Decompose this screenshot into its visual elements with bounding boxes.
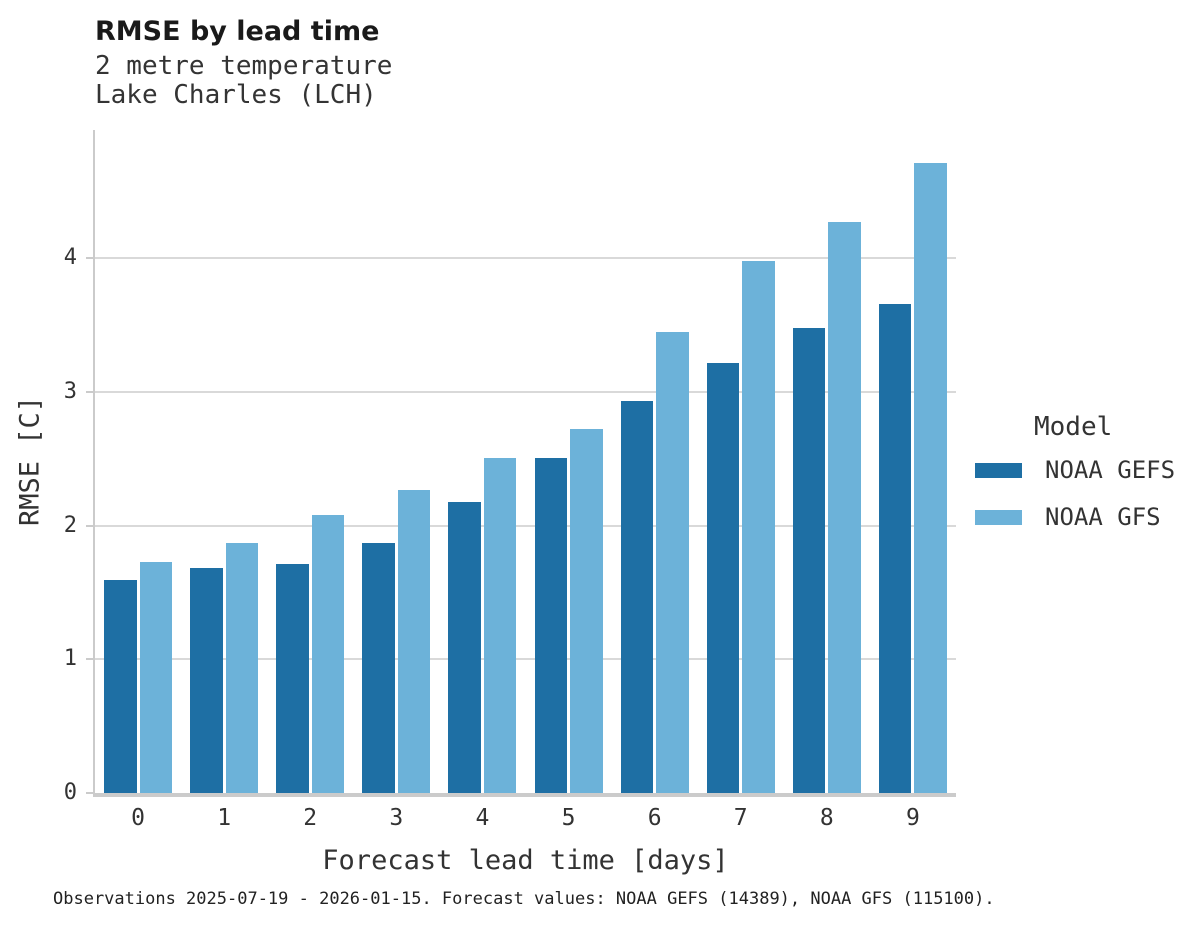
legend-item-noaa-gefs: NOAA GEFS (975, 456, 1185, 484)
legend-item-noaa-gfs: NOAA GFS (975, 503, 1185, 531)
bar-noaa-gfs-lead-3 (397, 489, 431, 793)
gridline-y-2 (95, 524, 956, 527)
legend-swatch (975, 509, 1022, 525)
legend-title: Model (1034, 412, 1113, 442)
y-axis-spine (93, 130, 95, 793)
bar-noaa-gefs-lead-4 (448, 501, 481, 793)
y-tick-label: 1 (63, 646, 77, 672)
bar-noaa-gfs-lead-6 (656, 331, 689, 793)
bar-noaa-gefs-lead-7 (706, 362, 740, 793)
x-tick-label: 6 (647, 805, 662, 831)
bar-noaa-gefs-lead-9 (878, 303, 912, 793)
bar-noaa-gfs-lead-9 (914, 163, 947, 793)
x-tick-label: 9 (906, 805, 920, 831)
y-tick-label: 4 (63, 245, 77, 271)
bar-group-lead-4 (439, 130, 525, 793)
bar-group-lead-9 (870, 130, 956, 793)
bar-noaa-gfs-lead-5 (570, 429, 603, 793)
bar-noaa-gefs-lead-8 (792, 327, 826, 793)
bar-noaa-gfs-lead-0 (139, 561, 173, 793)
y-tick-mark (86, 792, 93, 794)
gridline-y-3 (95, 390, 956, 393)
legend-label: NOAA GFS (1045, 503, 1161, 531)
bar-noaa-gefs-lead-2 (276, 564, 309, 793)
x-tick-label: 0 (131, 805, 145, 831)
gridline-y-4 (95, 257, 956, 260)
chart-subtitle-variable: 2 metre temperature (95, 51, 393, 81)
bar-noaa-gefs-lead-5 (534, 457, 568, 793)
x-tick-label: 7 (733, 805, 748, 831)
bar-group-lead-5 (526, 130, 612, 793)
bar-group-lead-7 (698, 130, 784, 793)
bar-noaa-gfs-lead-7 (742, 261, 775, 793)
y-tick-mark (86, 257, 93, 260)
chart-title: RMSE by lead time (95, 16, 380, 47)
y-tick-mark (86, 658, 93, 661)
legend: Model NOAA GEFS NOAA GFS (975, 412, 1185, 550)
chart-subtitle-station: Lake Charles (LCH) (95, 80, 377, 110)
gridline-y-1 (95, 658, 956, 661)
bar-noaa-gefs-lead-0 (104, 580, 137, 793)
legend-label: NOAA GEFS (1045, 456, 1176, 484)
plot-panel: 0 1 2 3 4 0 1 2 3 4 5 6 7 8 9 (64, 130, 956, 831)
y-tick-mark (86, 390, 93, 393)
bar-group-lead-3 (353, 130, 439, 793)
bar-noaa-gfs-lead-1 (225, 543, 259, 793)
bar-group-lead-8 (784, 130, 870, 793)
bar-noaa-gfs-lead-4 (483, 457, 517, 793)
bar-noaa-gefs-lead-6 (620, 401, 654, 793)
y-axis-title: RMSE [C] (14, 395, 46, 527)
caption: Observations 2025-07-19 - 2026-01-15. Fo… (53, 889, 995, 909)
x-axis-title: Forecast lead time [days] (322, 845, 729, 876)
bar-group-lead-6 (612, 130, 698, 793)
bar-noaa-gefs-lead-1 (190, 568, 223, 793)
bar-noaa-gefs-lead-3 (362, 543, 395, 793)
x-tick-label: 2 (303, 805, 318, 831)
x-tick-label: 8 (819, 805, 834, 831)
bar-group-lead-1 (181, 130, 267, 793)
bar-group-lead-2 (267, 130, 353, 793)
y-tick-label: 2 (63, 512, 77, 538)
legend-items: NOAA GEFS NOAA GFS (975, 456, 1185, 531)
y-tick-label: 3 (63, 378, 77, 404)
y-tick-mark (86, 524, 93, 527)
x-tick-label: 3 (389, 805, 404, 831)
y-tick-label: 0 (63, 780, 77, 805)
x-tick-label: 5 (561, 805, 576, 831)
bar-group-lead-0 (95, 130, 181, 793)
bar-noaa-gfs-lead-2 (311, 514, 345, 793)
legend-swatch (975, 462, 1022, 478)
x-tick-label: 4 (475, 805, 490, 831)
x-tick-label: 1 (217, 805, 232, 831)
bar-noaa-gfs-lead-8 (828, 222, 861, 793)
x-axis-line (93, 793, 956, 797)
